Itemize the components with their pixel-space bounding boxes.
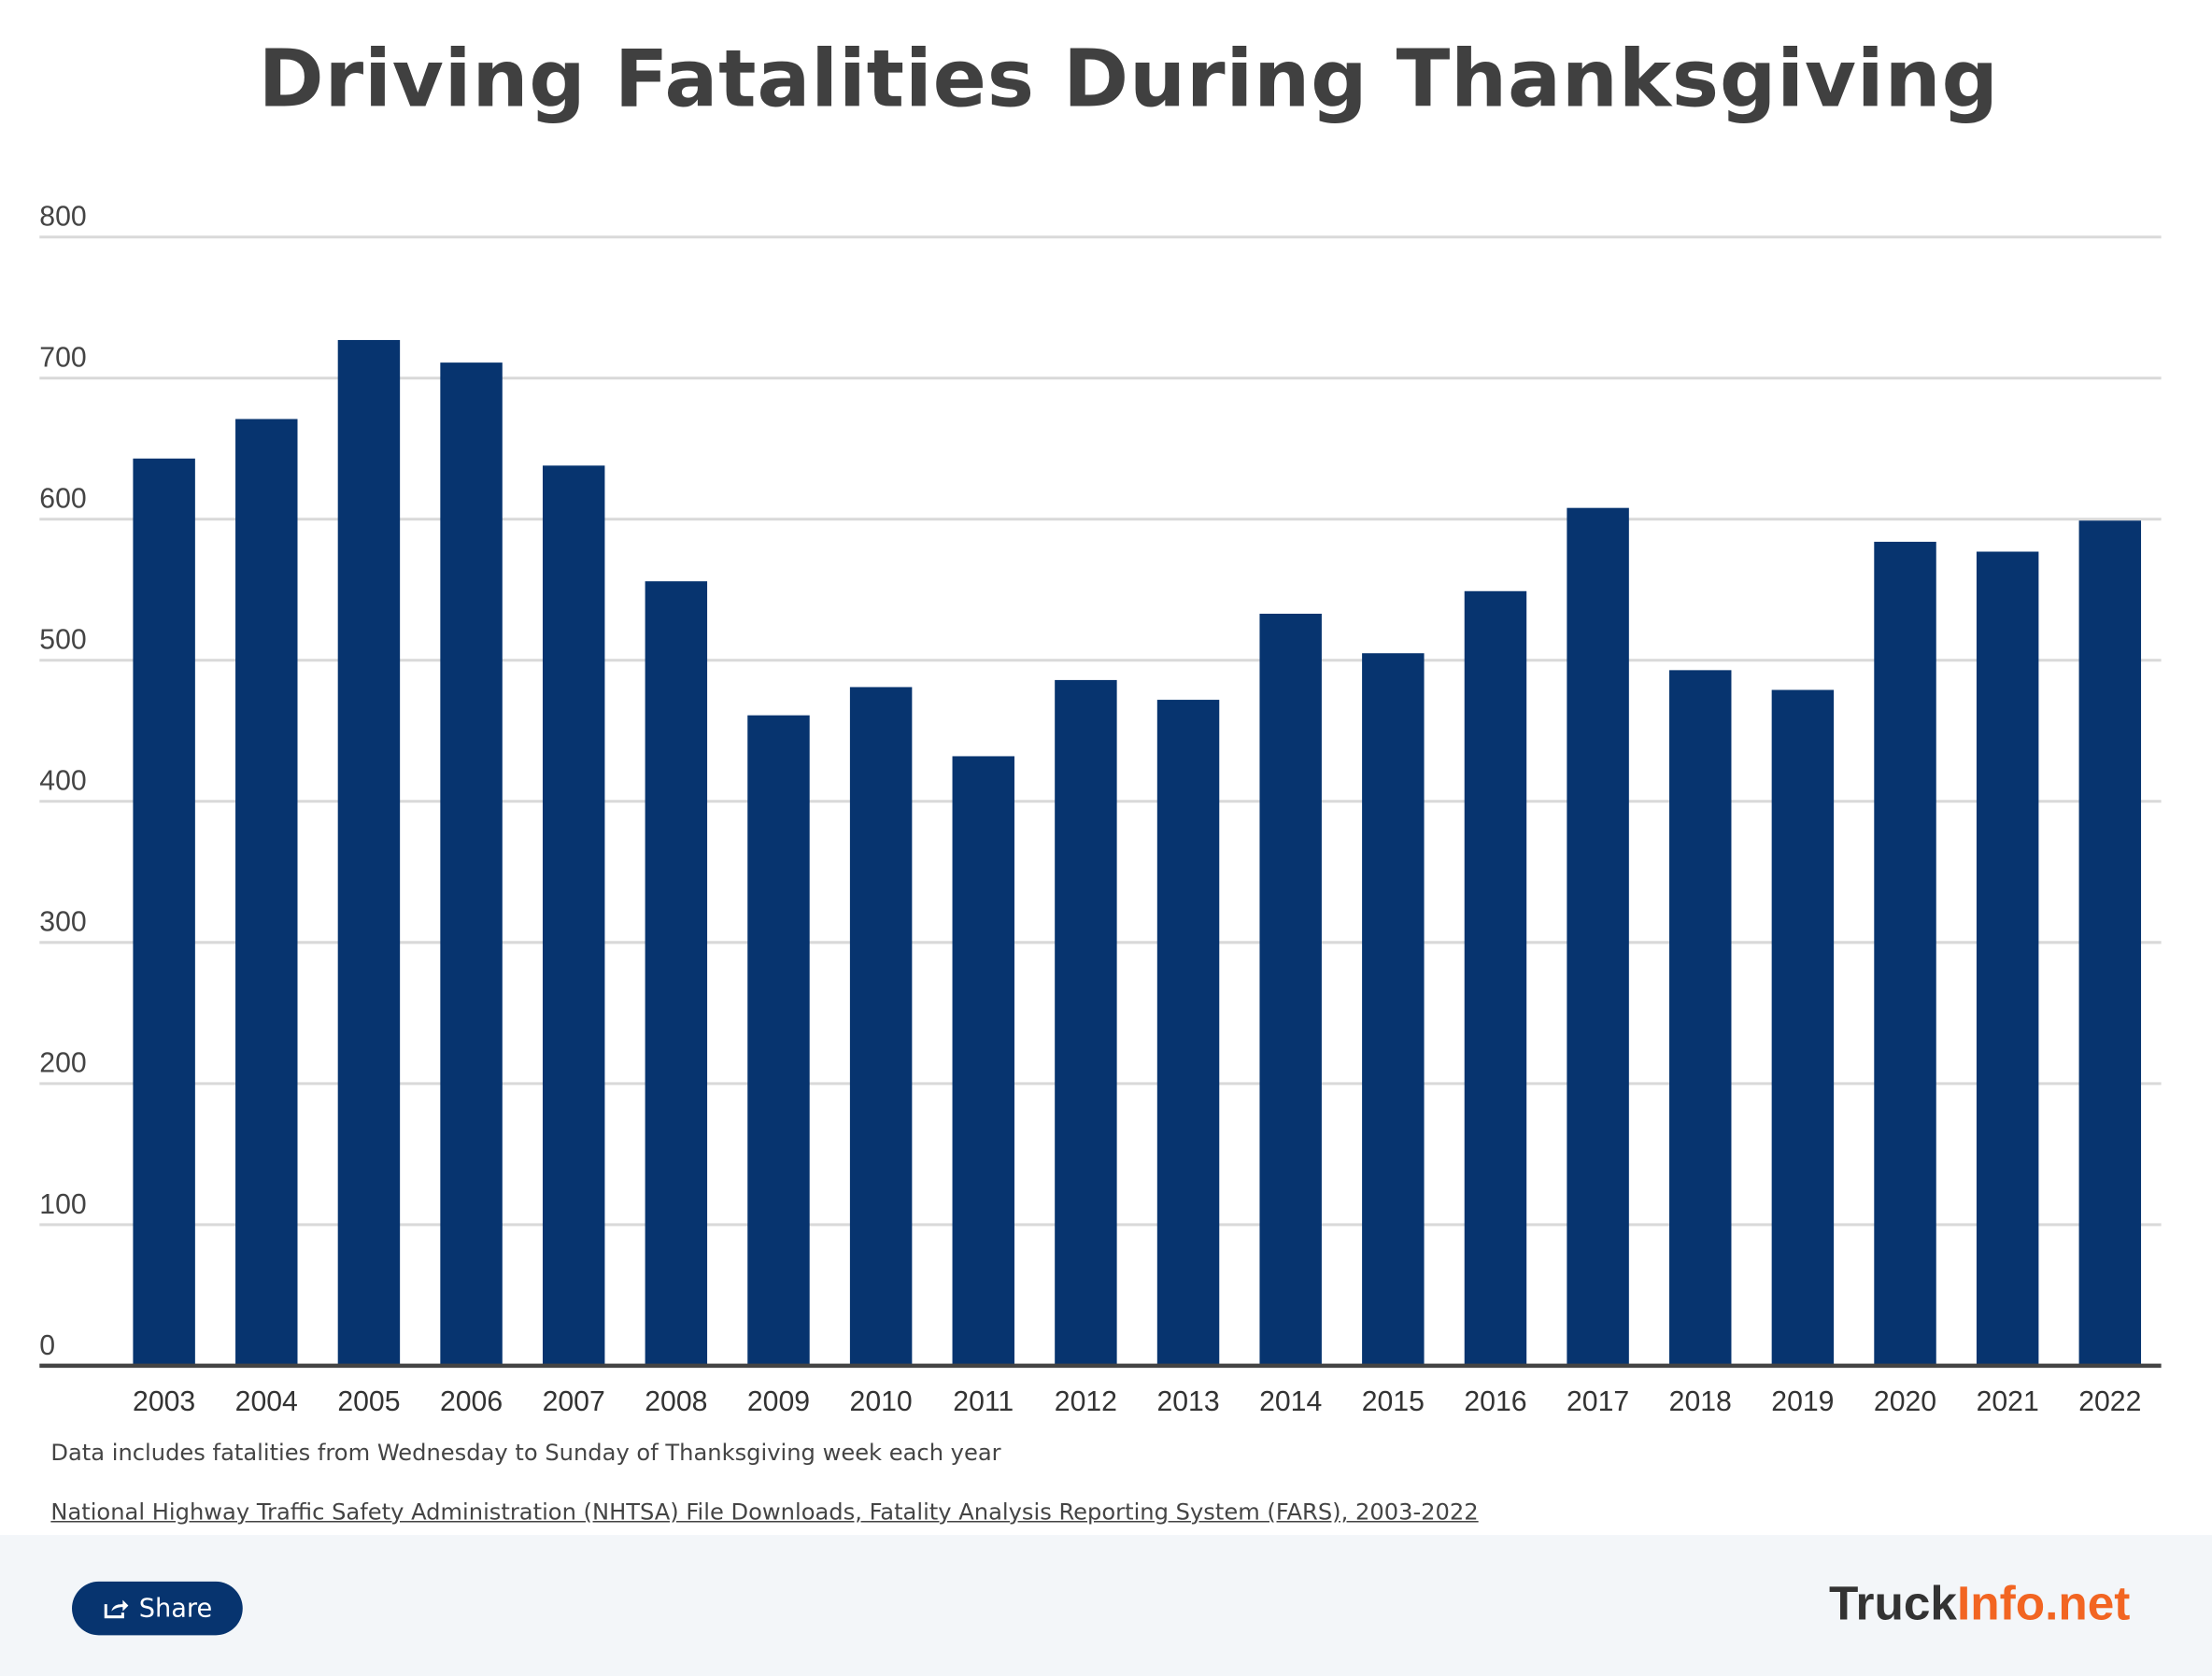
bar [645, 581, 708, 1366]
bar [1669, 670, 1732, 1366]
x-tick-label: 2005 [337, 1386, 400, 1417]
bar [337, 339, 401, 1366]
x-tick-label: 2003 [133, 1386, 195, 1417]
bar [1362, 653, 1425, 1366]
share-button[interactable]: Share [72, 1581, 243, 1636]
x-tick-label: 2007 [543, 1386, 605, 1417]
x-tick-label: 2016 [1464, 1386, 1526, 1417]
x-tick-label: 2015 [1362, 1386, 1425, 1417]
bar [440, 362, 503, 1366]
x-tick-label: 2014 [1259, 1386, 1322, 1417]
bar [747, 715, 810, 1366]
y-tick-label: 100 [39, 1189, 86, 1220]
y-tick-label: 300 [39, 907, 86, 938]
share-label: Share [138, 1593, 213, 1624]
share-icon [104, 1599, 128, 1619]
x-tick-label: 2018 [1669, 1386, 1732, 1417]
y-tick-label: 500 [39, 625, 86, 656]
y-tick-label: 600 [39, 484, 86, 515]
x-tick-label: 2011 [953, 1386, 1014, 1417]
bar [1567, 507, 1629, 1366]
x-tick-label: 2004 [235, 1386, 298, 1417]
y-tick-label: 200 [39, 1048, 86, 1079]
chart-note: Data includes fatalities from Wednesday … [50, 1439, 1001, 1467]
footer: Share TruckInfo.net [0, 1535, 2212, 1676]
bar [849, 687, 913, 1366]
x-tick-label: 2019 [1771, 1386, 1834, 1417]
x-tick-label: 2009 [747, 1386, 810, 1417]
logo[interactable]: TruckInfo.net [1828, 1577, 2131, 1631]
x-tick-label: 2010 [850, 1386, 913, 1417]
x-tick-label: 2006 [440, 1386, 503, 1417]
x-tick-label: 2022 [2078, 1386, 2141, 1417]
x-tick-label: 2021 [1977, 1386, 2039, 1417]
bar [952, 756, 1014, 1366]
bar [1259, 613, 1322, 1366]
bar [2078, 520, 2142, 1366]
bar [1874, 541, 1936, 1366]
x-tick-label: 2012 [1055, 1386, 1117, 1417]
source-link[interactable]: National Highway Traffic Safety Administ… [50, 1498, 1479, 1526]
bar [235, 419, 298, 1366]
bar [1055, 679, 1117, 1366]
bar [133, 458, 195, 1366]
x-tick-label: 2013 [1156, 1386, 1219, 1417]
y-tick-label: 0 [39, 1330, 55, 1361]
bar [542, 465, 605, 1366]
bar [1771, 689, 1835, 1366]
x-tick-label: 2017 [1567, 1386, 1629, 1417]
bar [1976, 551, 2039, 1366]
bar [1156, 700, 1220, 1366]
chart-title: Driving Fatalities During Thanksgiving [258, 34, 1999, 126]
x-tick-label: 2008 [645, 1386, 707, 1417]
y-tick-label: 800 [39, 202, 86, 233]
bar [1464, 590, 1527, 1366]
bar-chart: 0 100 200 300 400 500 600 700 800 2003 2004 2005 200… [39, 202, 2162, 1417]
x-tick-label: 2020 [1874, 1386, 1936, 1417]
y-tick-label: 400 [39, 766, 86, 797]
y-tick-label: 700 [39, 343, 86, 374]
